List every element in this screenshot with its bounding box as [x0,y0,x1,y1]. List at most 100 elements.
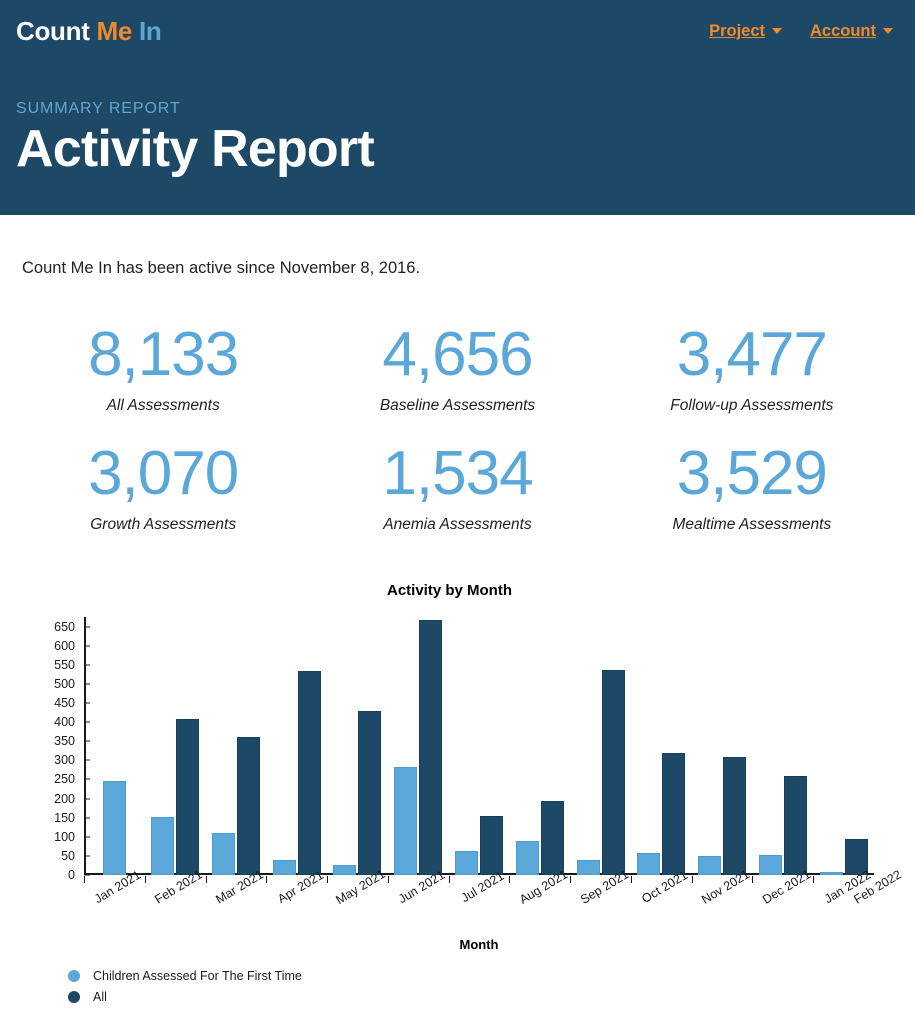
chart-y-tick-label: 650 [54,619,75,634]
chart-bar[interactable] [176,719,200,875]
navbar: Count Me In Project Account [16,0,899,62]
chart-x-tick-mark [327,876,329,883]
stat-value: 3,070 [88,439,239,508]
stat-card-all-assessments: 8,133 All Assessments [16,324,310,415]
stat-value: 3,477 [676,320,828,389]
stat-card-growth-assessments: 3,070 Growth Assessments [16,443,310,534]
chart-y-tick-label: 350 [54,734,75,749]
intro-text: Count Me In has been active since Novemb… [22,259,421,277]
report-kicker: SUMMARY REPORT [16,100,181,117]
chart-x-label-cell: Aug 2021 [509,867,570,935]
chart-x-label-cell: Jan 2021 [84,868,145,935]
chart-bar[interactable] [783,775,807,875]
chart-y-tick-mark [84,778,90,780]
chart-y-tick-mark [84,759,90,761]
chart-bar[interactable] [479,815,503,875]
chart-bar[interactable] [394,766,418,875]
chart-x-tick-label: Jul 2021 [458,868,507,906]
chart-bar[interactable] [272,860,296,875]
chart-bar[interactable] [819,871,843,875]
chart-x-label-cell: Nov 2021 [692,867,753,935]
chart-bar[interactable] [211,832,235,875]
chart-bar-group [509,617,570,883]
chart-plot-area: 0 50 100 150 200 250 300 350 400 450 500 550 600 650 [54,617,874,883]
chart-bar[interactable] [333,865,357,875]
brand-logo[interactable]: Count Me In [16,16,162,47]
chart-bar[interactable] [358,711,382,875]
legend-item-all[interactable]: All [68,986,302,1007]
stat-value: 1,534 [382,439,533,508]
chart-bar[interactable] [637,852,661,875]
page-header: Count Me In Project Account SUMMARY REPO… [0,0,915,215]
chart-x-label-cell: Sep 2021 [570,867,631,935]
chart-y-tick-mark [84,836,90,838]
stat-label: Mealtime Assessments [672,516,832,533]
nav-item-project-label: Project [709,21,765,40]
chart-legend: Children Assessed For The First Time All [68,965,302,1007]
chart-bar[interactable] [236,737,260,875]
nav-item-account[interactable]: Account [810,22,893,41]
chevron-down-icon [772,28,782,34]
stat-value: 3,529 [676,439,828,508]
chart-x-label-cell: Apr 2021 [266,868,327,935]
chart-bar[interactable] [454,850,478,875]
chart-x-label-cell: Feb 2021 [145,867,206,935]
chart-bar[interactable] [576,860,600,875]
chart-y-tick-mark [84,683,90,685]
chart-bar-group [448,617,510,883]
chart-x-tick-mark [448,876,450,883]
stat-value: 8,133 [88,320,239,389]
chart-bar[interactable] [540,801,564,875]
chart-bar-group [630,617,692,883]
chart-bar-group [205,617,267,883]
stat-value: 4,656 [382,320,533,389]
chart-x-tick-mark [205,876,207,883]
chart-bar[interactable] [515,841,539,875]
chart-x-tick-mark [752,876,754,883]
chart-bar[interactable] [698,855,722,875]
stat-card-followup-assessments: 3,477 Follow-up Assessments [605,324,899,415]
chart-bar[interactable] [758,855,782,875]
chart-bar-group [144,617,206,883]
chart-bar[interactable] [662,753,686,875]
chart-x-tick-mark [570,876,572,883]
chart-bar-group [570,617,631,883]
chart-y-tick-label: 300 [54,753,75,768]
chart-bar[interactable] [723,756,747,875]
chart-y-tick-label: 500 [54,676,75,691]
stat-card-baseline-assessments: 4,656 Baseline Assessments [310,324,604,415]
chevron-down-icon [883,28,893,34]
stat-label: Growth Assessments [90,516,237,533]
chart-y-tick-mark [84,798,90,800]
chart-x-tick-labels: Jan 2021 Feb 2021 Mar 2021 Apr 2021 May 2021… [84,867,904,935]
chart-bar-group [327,617,388,883]
chart-bar[interactable] [102,781,126,875]
legend-item-first-time[interactable]: Children Assessed For The First Time [68,965,302,986]
chart-y-tick-label: 100 [54,829,75,844]
chart-y-tick-label: 450 [54,696,75,710]
chart-x-tick-mark [630,876,632,883]
chart-x-label-cell: Jan 2022 Feb 2022 [813,867,904,935]
stat-label: Anemia Assessments [383,516,532,533]
legend-color-swatch-icon [68,990,80,1003]
chart-bar[interactable] [601,669,625,875]
chart-x-tick-mark [813,876,815,883]
chart-y-tick-label: 50 [61,848,75,863]
nav-item-project[interactable]: Project [709,22,782,41]
brand-part-in: In [139,15,162,46]
chart-bar[interactable] [151,816,175,875]
chart-bar-group [752,617,813,883]
chart-bar[interactable] [419,619,443,875]
chart-bar-group [387,617,449,883]
stat-label: Follow-up Assessments [670,397,834,414]
chart-bar-group [813,617,874,883]
stats-grid: 8,133 All Assessments 4,656 Baseline Ass… [16,324,899,534]
chart-bar[interactable] [844,839,868,875]
chart-bar[interactable] [297,671,321,875]
chart-x-label-cell: May 2021 [327,867,388,935]
chart-y-tick-mark [84,721,90,723]
activity-by-month-chart: Activity by Month 0 50 100 150 200 250 300 350 4… [16,582,904,1004]
legend-label: Children Assessed For The First Time [93,968,302,983]
chart-x-tick-mark [691,876,693,883]
nav-item-account-label: Account [810,21,876,40]
